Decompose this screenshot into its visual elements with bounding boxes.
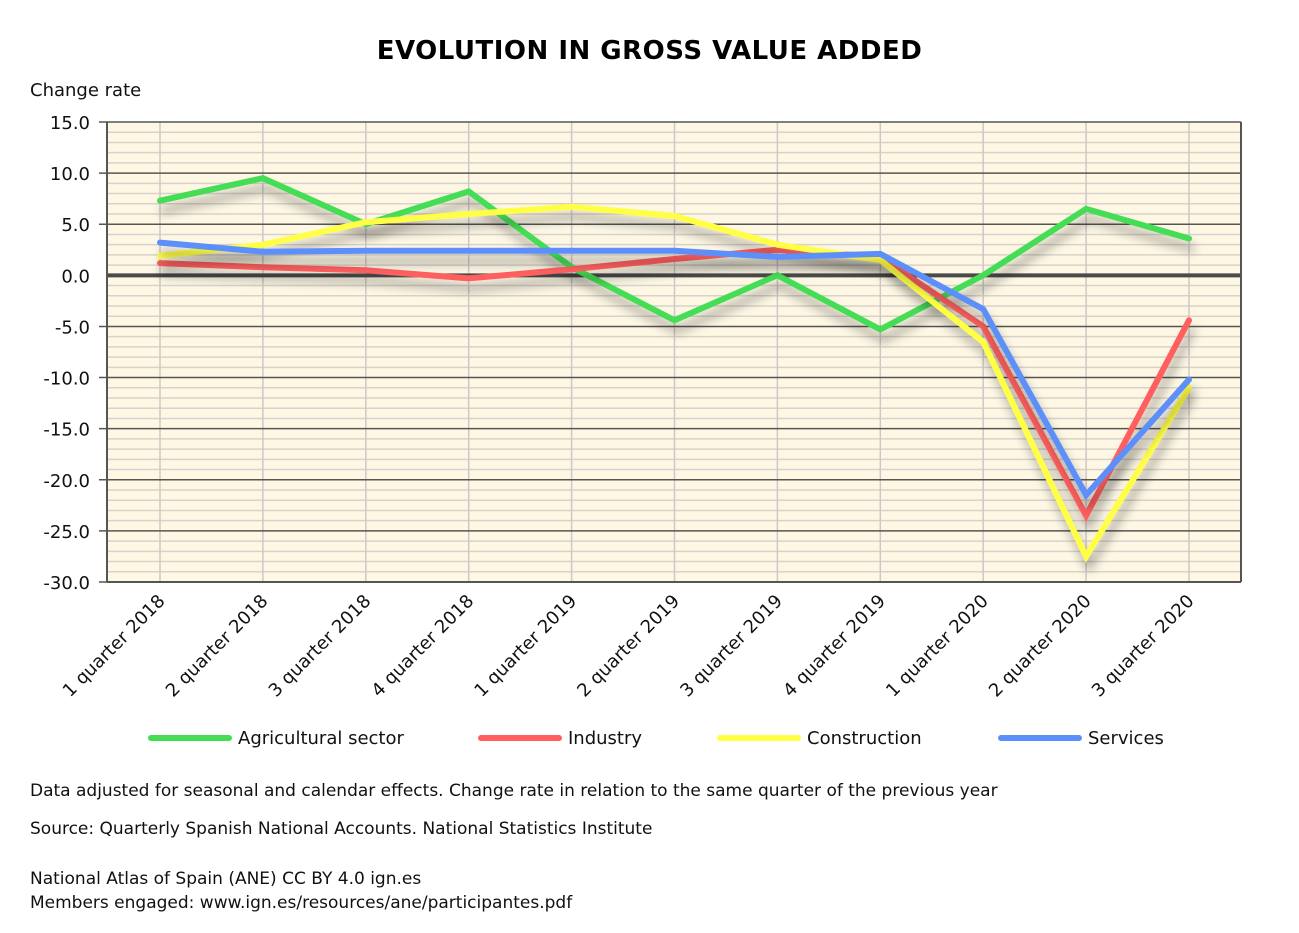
y-tick-label: 5.0 [61, 215, 90, 236]
x-tick-label: 4 quarter 2019 [779, 591, 890, 702]
y-tick-label: 0.0 [61, 266, 90, 287]
members-note: Members engaged: www.ign.es/resources/an… [30, 893, 573, 913]
legend-label-services: Services [1088, 727, 1164, 749]
y-tick-label: -20.0 [43, 471, 90, 492]
legend-label-agricultural: Agricultural sector [238, 727, 404, 749]
x-tick-label: 3 quarter 2018 [265, 591, 376, 702]
x-tick-label: 1 quarter 2018 [59, 591, 170, 702]
y-axis-ticks: 15.0 10.0 5.0 0.0 -5.0 -10.0 -15.0 -20.0 -25.0 -3… [43, 113, 90, 594]
legend-item-agricultural: Agricultural sector [148, 725, 404, 751]
legend-label-industry: Industry [568, 727, 643, 749]
legend-item-construction: Construction [717, 725, 922, 751]
y-tick-label: -15.0 [43, 420, 90, 441]
legend-item-industry: Industry [478, 725, 642, 751]
legend-swatch-services [998, 735, 1082, 741]
source-note: Source: Quarterly Spanish National Accou… [30, 819, 653, 839]
y-tick-label: -25.0 [43, 522, 90, 543]
x-tick-label: 2 quarter 2019 [573, 591, 684, 702]
y-tick-label: -30.0 [43, 573, 90, 594]
y-tick-label: 10.0 [50, 164, 90, 185]
legend-swatch-construction [717, 735, 801, 741]
legend-swatch-agricultural [148, 735, 232, 741]
x-tick-label: 2 quarter 2020 [985, 591, 1096, 702]
y-tick-label: 15.0 [50, 113, 90, 134]
y-tick-label: -10.0 [43, 369, 90, 390]
legend-swatch-industry [478, 735, 562, 741]
line-chart: 15.0 10.0 5.0 0.0 -5.0 -10.0 -15.0 -20.0 -25.0 -3… [43, 113, 1242, 702]
x-tick-label: 1 quarter 2019 [470, 591, 581, 702]
adjustment-note: Data adjusted for seasonal and calendar … [30, 781, 998, 801]
legend-label-construction: Construction [807, 727, 922, 749]
chart-title: EVOLUTION IN GROSS VALUE ADDED [376, 36, 923, 66]
y-axis-label: Change rate [30, 80, 142, 101]
series-lines [157, 175, 1192, 563]
y-tick-label: -5.0 [55, 317, 90, 338]
x-tick-label: 4 quarter 2018 [368, 591, 479, 702]
x-tick-label: 3 quarter 2019 [676, 591, 787, 702]
x-tick-label: 1 quarter 2020 [882, 591, 993, 702]
x-tick-label: 2 quarter 2018 [162, 591, 273, 702]
license-note: National Atlas of Spain (ANE) CC BY 4.0 … [30, 869, 422, 889]
x-tick-label: 3 quarter 2020 [1088, 591, 1199, 702]
legend-item-services: Services [998, 725, 1164, 751]
legend: Agricultural sector Industry Constructio… [0, 725, 1299, 751]
